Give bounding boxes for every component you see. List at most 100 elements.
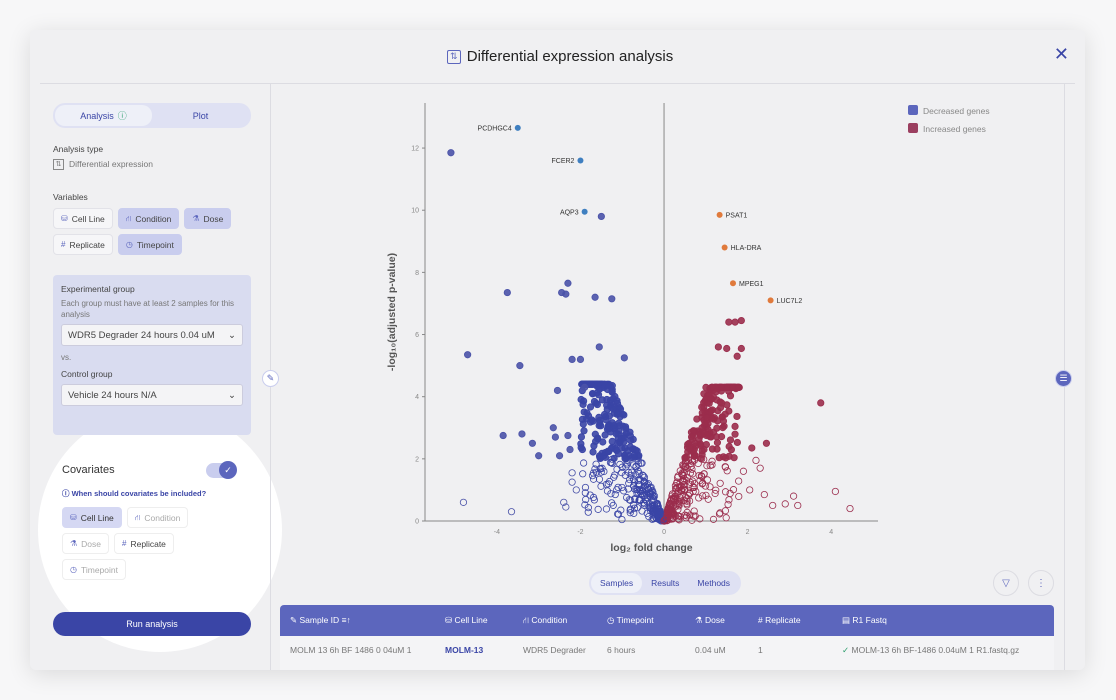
increased-gene-point [704, 495, 712, 503]
increased-gene-point [690, 512, 698, 520]
table-cell[interactable]: MOLM-13 [445, 645, 483, 656]
labeled-gene-point [581, 208, 588, 215]
decreased-gene-point [555, 452, 564, 460]
chat-icon[interactable]: ☰ [1055, 370, 1072, 387]
increased-gene-point [675, 502, 683, 510]
column-header[interactable]: # Replicate [758, 615, 801, 626]
variable-chip-condition[interactable]: ⛙ Condition [117, 208, 180, 229]
variables-chips: ⛁ Cell Line ⛙ Condition ⚗ Dose # Replicate ◷ Time… [53, 208, 251, 255]
control-group-select[interactable]: Vehicle 24 hours N/A ⌄ [61, 384, 243, 406]
chip-label: Cell Line [71, 213, 105, 224]
increased-gene-point [752, 456, 760, 464]
decreased-gene-point [627, 471, 635, 479]
decreased-gene-point [623, 493, 631, 502]
select-value: WDR5 Degrader 24 hours 0.04 uM [68, 329, 215, 341]
column-header[interactable]: ✎ Sample ID ≡↑ [290, 615, 351, 626]
y-tick-label: 8 [415, 270, 419, 277]
tab-methods[interactable]: Methods [697, 578, 731, 588]
filter-button[interactable]: ▽ [993, 570, 1019, 596]
decreased-gene-point [597, 482, 605, 490]
increased-gene-point [685, 497, 694, 505]
increased-gene-point [794, 501, 802, 510]
increased-gene-point [708, 457, 716, 465]
increased-gene-point [712, 388, 720, 396]
increased-gene-point [723, 467, 731, 475]
decreased-gene-point [611, 490, 619, 499]
increased-gene-point [817, 399, 825, 407]
decreased-gene-point [636, 496, 644, 504]
decreased-gene-point [626, 509, 634, 517]
timepoint-icon: ◷ [125, 240, 133, 249]
variable-chip-replicate[interactable]: # Replicate [53, 234, 113, 255]
decreased-gene-point [613, 397, 621, 405]
variable-chip-dose[interactable]: ⚗ Dose [184, 208, 232, 229]
edit-pencil-icon[interactable]: ✎ [262, 370, 279, 387]
text-layer: -4 -2 0 2 4 0 2 4 6 8 10 12 log₂ fold change -log₁₀(a… [386, 106, 990, 554]
increased-gene-point [675, 512, 683, 520]
increased-gene-point [688, 465, 696, 473]
decreased-gene-point [578, 445, 586, 454]
labeled-gene-point [767, 297, 774, 304]
run-analysis-button[interactable]: Run analysis [53, 612, 251, 636]
close-button[interactable]: ✕ [1053, 44, 1069, 64]
covariate-chip-replicate[interactable]: # Replicate [114, 533, 174, 554]
decreased-gene-point [528, 439, 536, 447]
gene-label: PSAT1 [726, 212, 748, 219]
table-cell: MOLM 13 6h BF 1486 0 04uM 1 [290, 645, 411, 656]
tab-label: Plot [192, 110, 209, 121]
covariates-toggle[interactable]: ✓ [206, 461, 237, 479]
more-options-button[interactable]: ⋮ [1028, 570, 1054, 596]
condition-icon: ⛙ [134, 512, 141, 522]
gene-label: FCER2 [552, 158, 575, 165]
column-header[interactable]: ⛁ Cell Line [445, 615, 488, 626]
covariate-chip-condition[interactable]: ⛙ Condition [126, 507, 189, 528]
labeled-gene-point [729, 280, 736, 287]
experimental-group-select[interactable]: WDR5 Degrader 24 hours 0.04 uM ⌄ [61, 324, 243, 346]
table-cell: 1 [758, 645, 763, 656]
decreased-gene-point [606, 382, 615, 390]
increased-gene-point [712, 486, 720, 494]
decreased-gene-point [640, 501, 648, 509]
increased-gene-point [708, 461, 716, 469]
cell-text: MOLM-13 [445, 645, 484, 655]
increased-gene-point [725, 442, 733, 451]
increased-gene-point [737, 316, 745, 325]
increased-gene-point [704, 430, 712, 439]
variable-chip-timepoint[interactable]: ◷ Timepoint [117, 234, 182, 255]
increased-gene-point [716, 479, 724, 487]
column-header[interactable]: ◷ Timepoint [607, 615, 654, 626]
increased-gene-point [665, 504, 673, 513]
column-header[interactable]: ▤ R1 Fastq [842, 615, 887, 626]
decreased-gene-point [594, 505, 602, 513]
decreased-gene-point [549, 424, 557, 432]
tab-results[interactable]: Results [651, 578, 680, 588]
increased-gene-point [695, 494, 703, 502]
covariates-help-link[interactable]: ⓘ When should covariates be included? [62, 489, 242, 499]
table-row[interactable]: MOLM 13 6h BF 1486 0 04uM 1 MOLM-13 WDR5 D… [280, 636, 1054, 670]
covariate-chip-timepoint[interactable]: ◷ Timepoint [62, 559, 126, 580]
decreased-gene-point [591, 437, 600, 446]
column-icon: # [758, 615, 763, 625]
increased-gene-point [762, 439, 771, 447]
covariate-chip-dose[interactable]: ⚗ Dose [62, 533, 110, 554]
decreased-gene-point [602, 505, 611, 513]
replicate-icon: # [122, 539, 127, 548]
increased-gene-point [713, 417, 722, 425]
tab-samples[interactable]: Samples [591, 573, 643, 593]
increased-gene-point [719, 423, 727, 432]
points-layer [447, 124, 854, 525]
header-divider [40, 83, 1075, 84]
variable-chip-cell-line[interactable]: ⛁ Cell Line [53, 208, 113, 229]
column-header[interactable]: ⛙ Condition [523, 615, 567, 626]
decreased-gene-point [535, 452, 543, 460]
dose-icon: ⚗ [192, 214, 200, 223]
increased-gene-point [687, 433, 696, 441]
y-tick-label: 6 [415, 332, 419, 339]
chip-label: Condition [135, 213, 172, 224]
decreased-gene-point [640, 479, 648, 487]
sort-icon[interactable]: ≡↑ [341, 615, 351, 625]
tab-analysis[interactable]: Analysis ⓘ [55, 105, 152, 126]
column-header[interactable]: ⚗ Dose [695, 615, 725, 626]
covariate-chip-cell-line[interactable]: ⛁ Cell Line [62, 507, 122, 528]
tab-plot[interactable]: Plot [152, 105, 249, 126]
